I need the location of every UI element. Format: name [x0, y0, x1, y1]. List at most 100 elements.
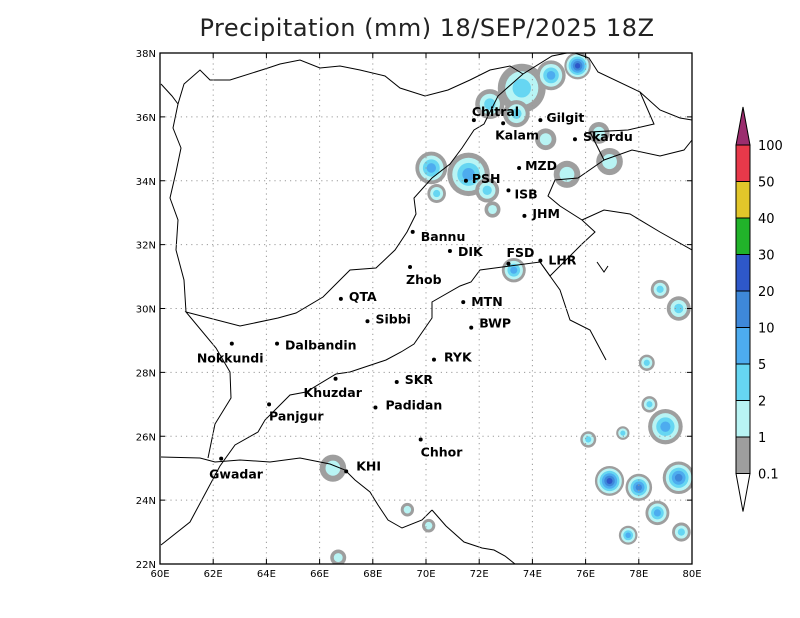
precip-cell: [662, 461, 692, 495]
precip-contour: [333, 553, 343, 563]
precip-contour: [602, 154, 617, 170]
precip-contour: [674, 473, 683, 482]
city-label: FSD: [506, 245, 534, 260]
city-marker: [373, 405, 378, 410]
city-qta: QTA: [338, 289, 377, 304]
precip-cell: [536, 60, 566, 91]
city-label: Dalbandin: [285, 338, 357, 353]
city-isb: ISB: [506, 186, 538, 201]
y-tick-label: 26N: [136, 432, 156, 443]
legend-swatch: [735, 290, 751, 328]
x-tick-label: 64E: [257, 569, 276, 580]
city-psh: PSH: [463, 171, 501, 186]
city-jhm: JHM: [522, 206, 560, 221]
precip-contour: [325, 460, 341, 476]
city-marker: [344, 469, 349, 474]
precip-cell: [580, 431, 597, 448]
city-mzd: MZD: [517, 158, 557, 173]
city-marker: [463, 178, 468, 183]
precip-contour: [403, 505, 412, 514]
city-label: PSH: [472, 171, 501, 186]
legend-swatch: [735, 144, 751, 182]
x-tick-label: 74E: [523, 569, 542, 580]
city-marker: [219, 456, 224, 461]
x-tick-label: 76E: [576, 569, 595, 580]
legend-swatch: [735, 400, 751, 438]
precip-cell: [427, 184, 446, 204]
city-label: QTA: [349, 289, 377, 304]
legend-label: 20: [758, 285, 775, 300]
legend-label: 30: [758, 249, 775, 264]
city-mtn: MTN: [461, 294, 503, 309]
city-label: Gwadar: [209, 467, 264, 482]
x-tick-label: 78E: [629, 569, 648, 580]
city-lhr: LHR: [538, 253, 577, 268]
y-tick-label: 30N: [136, 305, 156, 316]
precip-contour: [426, 163, 437, 173]
precip-contour: [592, 126, 605, 139]
city-khi: KHI: [344, 458, 381, 474]
city-label: Chitral: [472, 104, 519, 119]
precip-cell: [501, 257, 526, 283]
precip-contour: [656, 285, 664, 293]
legend-label: 5: [758, 358, 766, 373]
city-marker: [410, 229, 415, 234]
precip-cell: [596, 148, 623, 176]
city-label: BWP: [479, 316, 511, 331]
coastline: [160, 456, 433, 529]
city-marker: [522, 213, 527, 218]
precip-contour: [511, 108, 522, 119]
precip-cell: [641, 396, 658, 413]
city-marker: [447, 249, 452, 254]
city-nokkundi: Nokkundi: [197, 341, 264, 366]
city-label: Gilgit: [546, 110, 584, 125]
precip-cell: [553, 160, 581, 188]
precip-cell: [672, 522, 691, 542]
city-marker: [461, 300, 466, 305]
y-tick-label: 28N: [136, 368, 156, 379]
city-label: Kalam: [495, 127, 539, 142]
legend-swatch: [735, 254, 751, 292]
china-border: [603, 139, 692, 161]
precip-contour: [585, 436, 592, 443]
legend-swatch: [735, 327, 751, 365]
precip-contour: [625, 532, 631, 539]
india-west-border: [539, 261, 607, 361]
precipitation-field: [319, 53, 692, 564]
city-marker: [469, 325, 474, 330]
legend-label: 1: [758, 431, 766, 446]
precip-cell: [415, 151, 448, 185]
precip-contour: [482, 185, 492, 196]
city-dik: DIK: [447, 244, 484, 259]
precip-cell: [594, 466, 625, 496]
afghanistan-border: [169, 59, 524, 313]
precip-cell: [475, 178, 500, 203]
axis-ticks: 60E 62E 64E 66E 68E 70E 72E 74E 76E 78E 80E 22N 24N 2…: [136, 49, 702, 580]
city-sibbi: Sibbi: [365, 311, 411, 326]
city-ryk: RYK: [431, 350, 473, 365]
precip-contour: [546, 70, 556, 80]
city-markers: Chitral Kalam Gilgit Skardu MZD PSH ISB JHM Bann…: [197, 104, 633, 482]
city-marker: [538, 258, 543, 263]
x-tick-label: 60E: [150, 569, 169, 580]
city-marker: [408, 264, 413, 269]
city-label: MZD: [525, 158, 557, 173]
legend-label: 40: [758, 212, 775, 227]
x-tick-label: 62E: [204, 569, 223, 580]
precip-contour: [488, 204, 497, 215]
city-kalam: Kalam: [495, 121, 539, 142]
precip-contour: [510, 266, 518, 274]
x-tick-label: 70E: [416, 569, 435, 580]
legend-swatch: [735, 181, 751, 219]
precip-contour: [574, 63, 581, 69]
precip-cell: [484, 201, 501, 218]
city-label: JHM: [531, 206, 560, 221]
city-label: Bannu: [421, 229, 466, 244]
precip-cell: [618, 525, 638, 545]
pakistan-border: [160, 53, 655, 546]
city-fsd: FSD: [506, 245, 534, 266]
precip-cell: [319, 454, 347, 482]
x-tick-label: 68E: [363, 569, 382, 580]
city-marker: [338, 296, 343, 301]
city-zhob: Zhob: [406, 264, 442, 287]
